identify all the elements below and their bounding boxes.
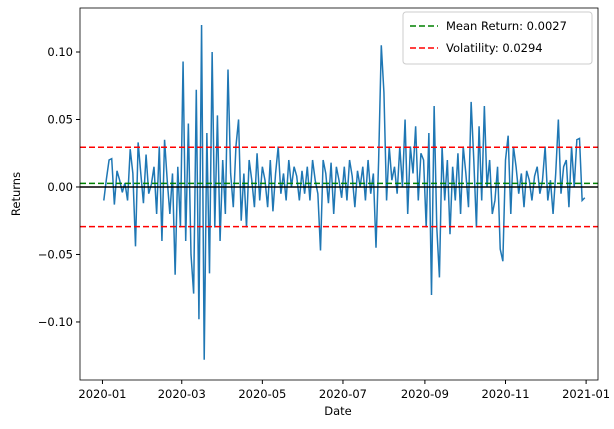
- returns-line: [103, 25, 586, 360]
- y-tick-label: 0.00: [47, 180, 73, 194]
- plot-area: [80, 25, 598, 360]
- x-tick-label: 2020-03: [158, 387, 206, 401]
- x-tick-label: 2020-07: [319, 387, 367, 401]
- y-tick-label: 0.10: [47, 45, 73, 59]
- y-tick-label: −0.10: [38, 315, 73, 329]
- legend: Mean Return: 0.0027 Volatility: 0.0294: [402, 11, 593, 65]
- y-tick-label: −0.05: [38, 247, 73, 261]
- x-tick-label: 2020-01: [78, 387, 126, 401]
- legend-label: Volatility: 0.0294: [446, 41, 543, 55]
- y-axis-label: Returns: [9, 172, 23, 216]
- x-tick-label: 2021-01: [562, 387, 610, 401]
- axes-frame: [79, 7, 599, 381]
- legend-label: Mean Return: 0.0027: [446, 19, 567, 33]
- x-axis-label: Date: [324, 404, 352, 418]
- x-tick-label: 2020-09: [401, 387, 449, 401]
- x-tick-label: 2020-05: [238, 387, 286, 401]
- y-tick-label: 0.05: [47, 112, 73, 126]
- legend-box: [402, 11, 593, 65]
- x-tick-label: 2020-11: [481, 387, 529, 401]
